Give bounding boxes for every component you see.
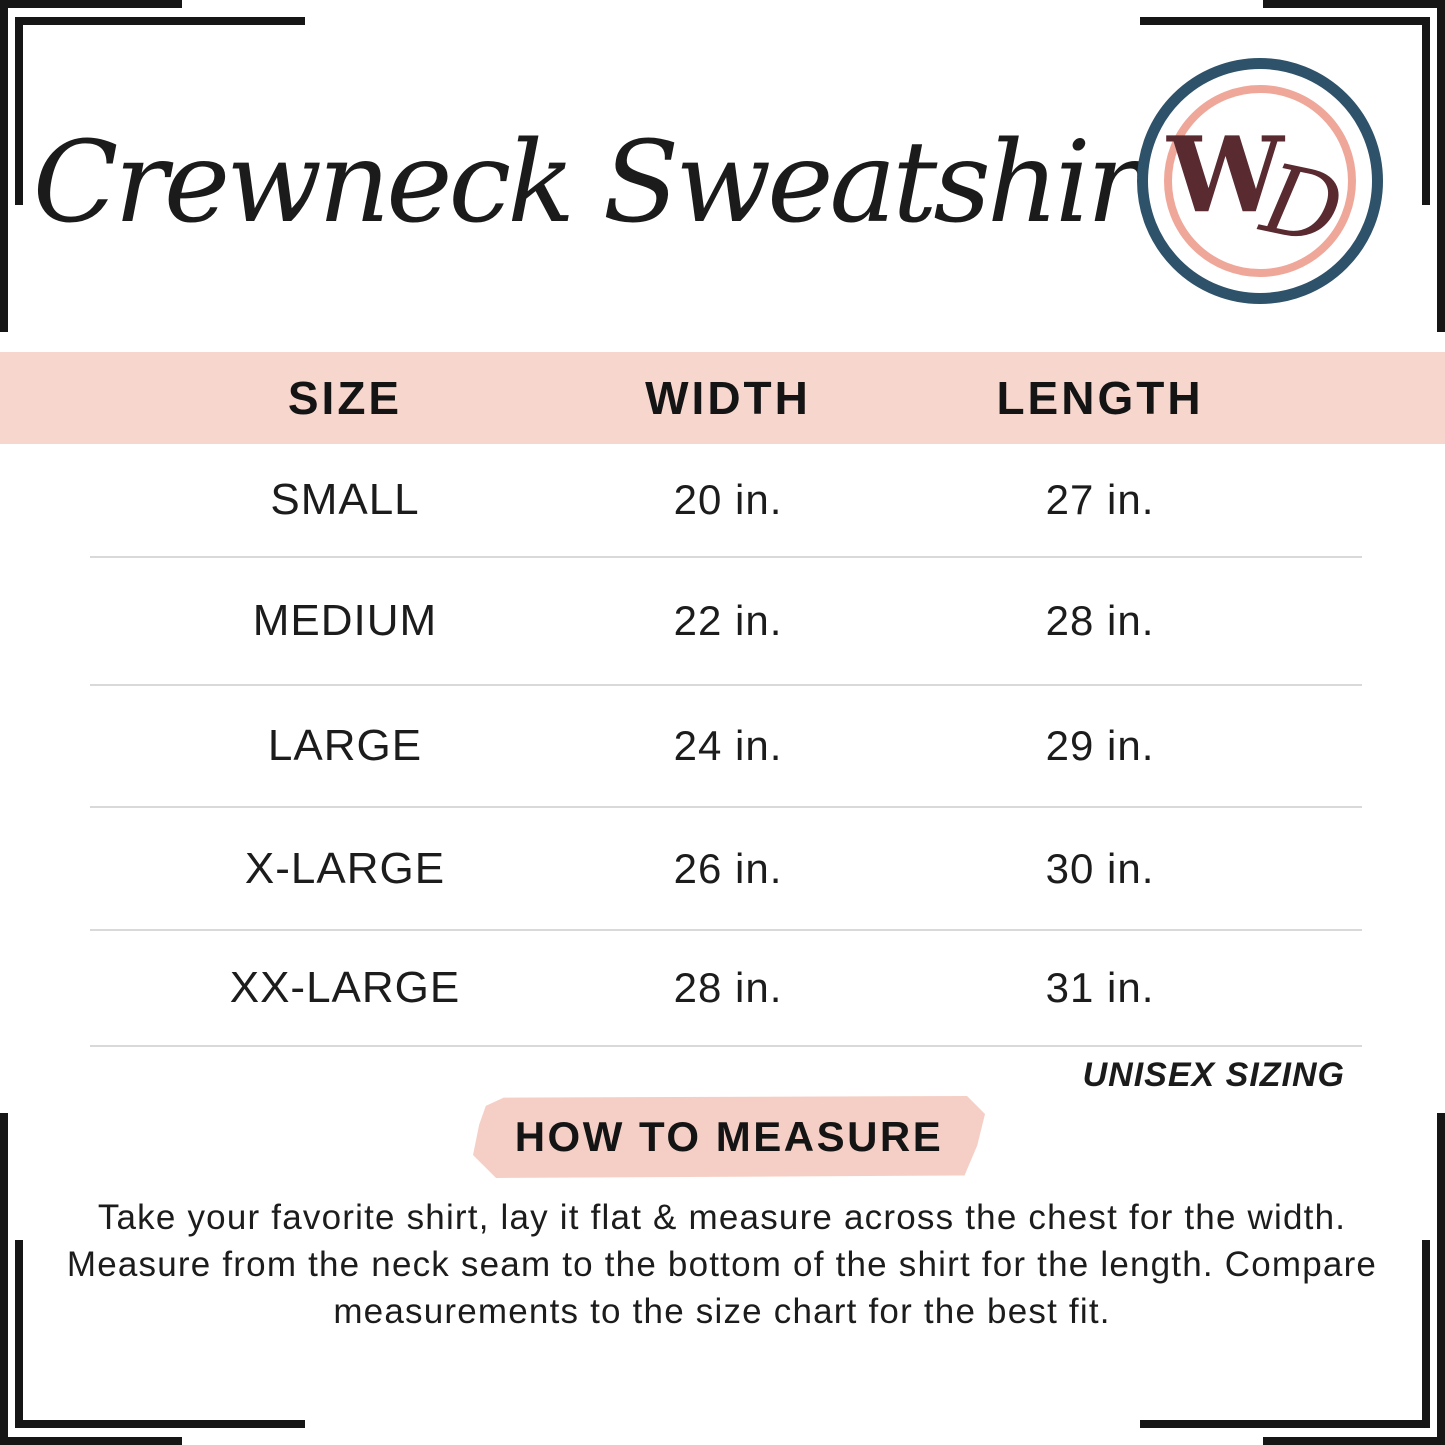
logo-monogram-letter-w: W (1167, 113, 1284, 236)
column-header-length: LENGTH (996, 372, 1204, 424)
table-header-bar: SIZE WIDTH LENGTH (0, 352, 1445, 444)
corner-bracket-top-right-inner-vertical (1422, 17, 1430, 205)
table-row-xx-large: XX-LARGE 28 in. 31 in. (90, 931, 1362, 1047)
length-value: 30 in. (1045, 844, 1155, 892)
size-table: SMALL 20 in. 27 in. MEDIUM 22 in. 28 in.… (90, 444, 1362, 1047)
corner-bracket-bottom-right-outer-vertical (1437, 1113, 1445, 1445)
length-value: 28 in. (1045, 597, 1155, 644)
corner-bracket-bottom-left-outer-horizontal (0, 1437, 182, 1445)
size-label: SMALL (270, 475, 420, 524)
table-row-medium: MEDIUM 22 in. 28 in. (90, 558, 1362, 686)
table-row-large: LARGE 24 in. 29 in. (90, 686, 1362, 808)
corner-bracket-top-left-inner-vertical (15, 17, 23, 205)
corner-bracket-top-right-inner-horizontal (1140, 17, 1430, 25)
corner-bracket-bottom-left-inner-horizontal (15, 1420, 305, 1428)
corner-bracket-top-right-outer-vertical (1437, 0, 1445, 332)
column-header-width: WIDTH (645, 372, 811, 424)
corner-bracket-bottom-right-inner-horizontal (1140, 1420, 1430, 1428)
width-value: 26 in. (673, 844, 783, 892)
unisex-sizing-note: UNISEX SIZING (1082, 1055, 1345, 1094)
brand-logo-inner-ring: W D (1164, 85, 1356, 277)
width-value: 20 in. (673, 476, 783, 523)
length-value: 29 in. (1045, 722, 1155, 769)
column-header-size: SIZE (287, 372, 403, 424)
how-to-measure-heading: HOW TO MEASURE (473, 1096, 985, 1178)
corner-bracket-bottom-right-outer-horizontal (1263, 1437, 1445, 1445)
size-label: MEDIUM (252, 596, 438, 645)
measuring-instructions: Take your favorite shirt, lay it flat & … (66, 1198, 1378, 1331)
size-label: XX-LARGE (229, 963, 461, 1012)
corner-bracket-bottom-right-inner-vertical (1422, 1240, 1430, 1428)
width-value: 28 in. (673, 964, 783, 1011)
corner-bracket-bottom-left-inner-vertical (15, 1240, 23, 1428)
table-row-x-large: X-LARGE 26 in. 30 in. (90, 808, 1362, 931)
corner-bracket-top-left-outer-horizontal (0, 0, 182, 8)
length-value: 27 in. (1045, 476, 1155, 523)
size-label: X-LARGE (244, 843, 446, 893)
corner-bracket-top-right-outer-horizontal (1263, 0, 1445, 8)
width-value: 22 in. (673, 597, 783, 644)
page-title: Crewneck Sweatshirt (32, 118, 1182, 248)
corner-bracket-top-left-outer-vertical (0, 0, 8, 332)
size-label: LARGE (267, 721, 423, 770)
length-value: 31 in. (1045, 964, 1155, 1011)
width-value: 24 in. (673, 722, 783, 769)
corner-bracket-top-left-inner-horizontal (15, 17, 305, 25)
brand-logo: W D (1137, 58, 1383, 304)
corner-bracket-bottom-left-outer-vertical (0, 1113, 8, 1445)
table-row-small: SMALL 20 in. 27 in. (90, 444, 1362, 558)
